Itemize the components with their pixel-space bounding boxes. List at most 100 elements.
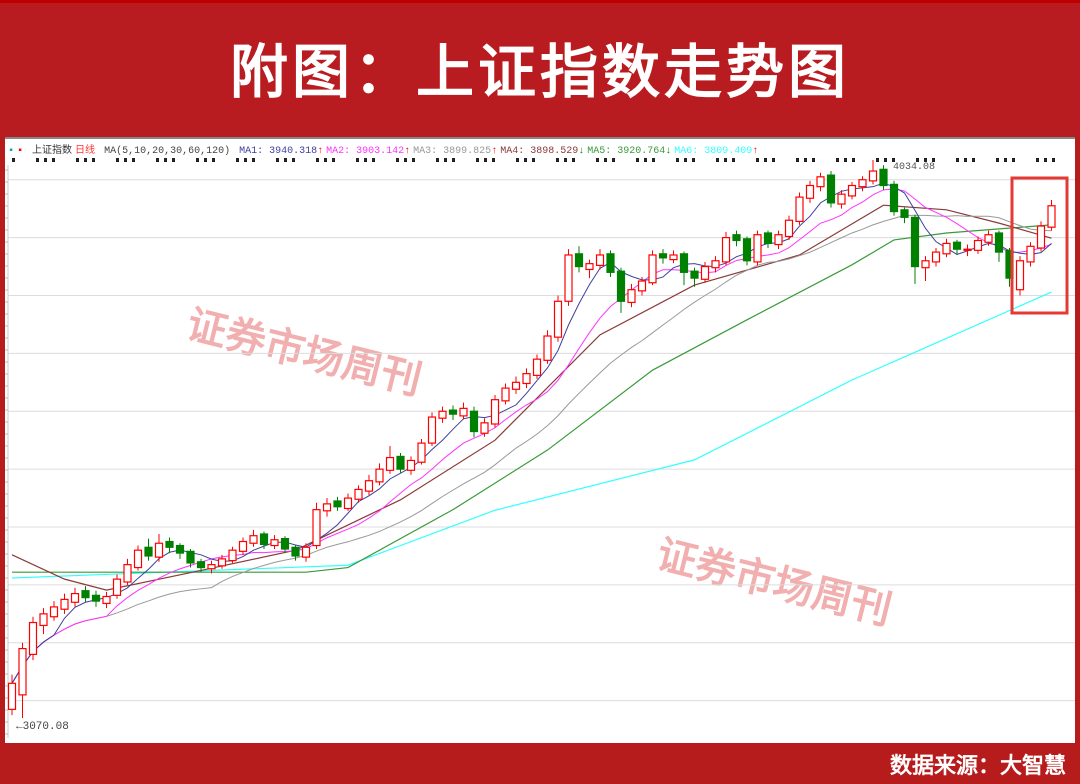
event-marker <box>12 158 15 162</box>
legend-ma6: MA6: 3809.409↑ <box>674 146 759 157</box>
candle-up <box>1047 205 1056 228</box>
candle-up <box>18 647 27 696</box>
event-marker <box>932 158 935 162</box>
event-marker <box>52 158 55 162</box>
event-marker <box>1044 158 1047 162</box>
candle-down <box>175 544 185 554</box>
candle-down <box>658 253 668 259</box>
candle-down <box>574 253 584 268</box>
candle-down <box>879 168 888 187</box>
highlight-box <box>1010 176 1069 315</box>
candle-up <box>553 300 563 338</box>
candle-down <box>910 216 920 268</box>
candle-down <box>763 232 773 244</box>
candle-up <box>228 549 237 562</box>
trend-arrow-icon: ↑ <box>404 146 411 157</box>
candle-up <box>931 251 941 263</box>
event-marker <box>292 158 295 162</box>
event-marker <box>444 158 447 162</box>
candle-up <box>133 549 143 569</box>
candle-up <box>627 289 636 304</box>
event-marker <box>276 158 279 162</box>
candle-down <box>291 546 300 557</box>
candle-up <box>532 358 542 376</box>
event-marker <box>132 158 135 162</box>
event-marker <box>684 158 687 162</box>
ma1-line <box>11 182 1052 684</box>
candle-up <box>795 196 804 223</box>
candle-up <box>501 387 510 402</box>
event-marker <box>44 158 47 162</box>
event-marker <box>236 158 239 162</box>
event-marker <box>172 158 175 162</box>
candle-up <box>343 497 353 510</box>
event-marker <box>284 158 287 162</box>
chart-legend: ▪ ▪ 上证指数 日线 MA(5,10,20,30,60,120) MA1: 394… <box>8 141 764 157</box>
event-marker <box>404 158 407 162</box>
event-marker <box>692 158 695 162</box>
candle-up <box>805 184 815 199</box>
event-marker <box>92 158 95 162</box>
candle-up <box>1015 260 1025 291</box>
event-marker <box>972 158 975 162</box>
candle-down <box>994 232 1004 253</box>
event-marker <box>604 158 607 162</box>
event-marker <box>436 158 439 162</box>
event-marker <box>916 158 919 162</box>
candle-up <box>868 170 878 182</box>
event-marker <box>84 158 87 162</box>
event-marker <box>596 158 599 162</box>
candle-up <box>637 280 647 292</box>
candle-up <box>648 254 657 284</box>
candle-up <box>364 480 374 492</box>
event-marker <box>316 158 319 162</box>
event-marker <box>836 158 839 162</box>
candle-down <box>91 594 101 602</box>
candle-up <box>217 558 227 567</box>
event-marker <box>844 158 847 162</box>
event-marker <box>156 158 159 162</box>
legend-ma5: MA5: 3920.764↓ <box>587 146 672 157</box>
up-down-icon: ▪ <box>8 146 15 157</box>
event-marker <box>492 158 495 162</box>
event-marker <box>756 158 759 162</box>
candle-up <box>60 598 69 610</box>
title-banner: 附图：上证指数走势图 <box>0 0 1080 135</box>
data-source: 数据来源：大智慧 <box>889 754 1066 779</box>
event-marker <box>852 158 855 162</box>
ma2-line <box>11 188 1052 684</box>
candle-up <box>721 237 731 263</box>
candle-up <box>522 373 531 385</box>
event-marker <box>884 158 887 162</box>
candle-up <box>270 539 279 547</box>
candle-up <box>238 540 248 552</box>
candle-up <box>154 542 164 558</box>
event-marker <box>1004 158 1007 162</box>
candle-up <box>1036 225 1046 249</box>
ma6-line <box>11 291 1052 579</box>
candle-down <box>616 270 626 302</box>
event-marker <box>772 158 775 162</box>
event-marker <box>956 158 959 162</box>
candle-up <box>490 399 500 425</box>
candle-up <box>942 242 951 255</box>
event-marker <box>636 158 639 162</box>
ma4-line <box>11 204 1052 591</box>
candle-down <box>732 234 741 242</box>
trend-arrow-icon: ↑ <box>491 146 498 157</box>
legend-ma3: MA3: 3899.825↑ <box>413 146 498 157</box>
event-marker <box>332 158 335 162</box>
candle-down <box>280 538 290 550</box>
event-marker <box>532 158 535 162</box>
candle-down <box>679 253 689 273</box>
event-marker <box>204 158 207 162</box>
event-marker <box>524 158 527 162</box>
candle-up <box>564 254 573 302</box>
candle-down <box>165 540 174 548</box>
candle-up <box>543 335 552 361</box>
event-marker <box>716 158 719 162</box>
candle-up <box>984 234 993 243</box>
candle-down <box>448 409 458 415</box>
candle-up <box>816 176 825 188</box>
event-marker <box>572 158 575 162</box>
